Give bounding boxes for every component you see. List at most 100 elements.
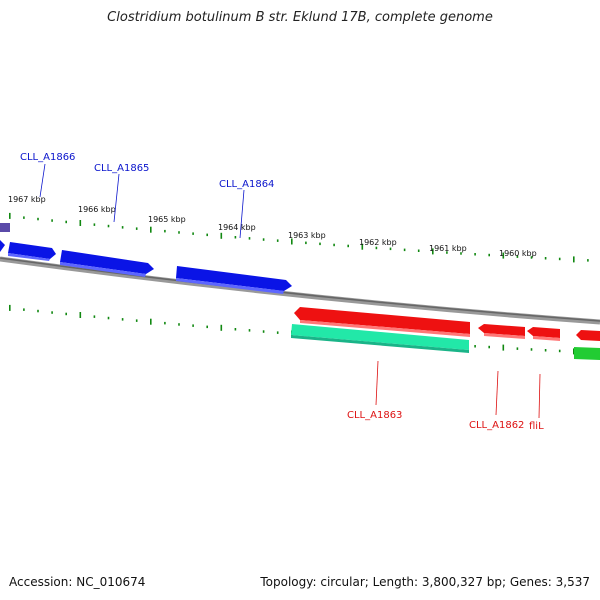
gene-label-cll-a1866: CLL_A1866 (20, 152, 75, 163)
scale-tick (558, 349, 561, 353)
gene-label-cll-a1863: CLL_A1863 (347, 410, 402, 421)
scale-tick (516, 255, 519, 258)
scale-tick (79, 312, 82, 318)
scale-tick (107, 316, 110, 320)
scale-tick (150, 226, 152, 233)
scale-tick (417, 249, 420, 252)
scale-tick (558, 257, 561, 261)
rrna-feature (291, 324, 469, 353)
kbp-label: 1964 kbp (218, 223, 256, 232)
scale-tick (530, 256, 533, 259)
kbp-label: 1967 kbp (8, 195, 46, 204)
scale-tick (150, 318, 152, 325)
scale-tick (23, 216, 25, 219)
scale-tick (389, 247, 392, 251)
scale-tick (460, 252, 462, 255)
scale-tick (291, 238, 293, 245)
scale-tick (446, 251, 448, 254)
outer-tick-ring (9, 212, 589, 263)
scale-tick (544, 349, 547, 352)
scale-tick (474, 253, 476, 256)
scale-tick (432, 248, 434, 255)
scale-tick (573, 256, 575, 263)
gene-arrow-offscreen (576, 330, 600, 341)
feature-arrow-edge (0, 240, 5, 252)
scale-tick (305, 241, 307, 245)
scale-tick (403, 248, 406, 252)
scale-tick (37, 309, 39, 313)
scale-tick (192, 324, 194, 327)
scale-tick (234, 236, 237, 239)
scale-tick (51, 311, 53, 314)
scale-tick (65, 312, 67, 316)
scale-tick (220, 232, 223, 239)
scale-tick (9, 304, 11, 311)
gene-arrow-cll-a1865 (60, 250, 154, 277)
scale-tick (23, 308, 25, 311)
gene-arrow-cll-a1862 (478, 324, 525, 339)
scale-tick (93, 315, 96, 318)
gene-arrow-flil (527, 327, 560, 341)
scale-tick (248, 329, 251, 332)
scale-tick (248, 237, 251, 240)
scale-tick (347, 244, 349, 248)
scale-tick (530, 348, 533, 351)
genome-backbone (0, 256, 600, 325)
accession-label: Accession: NC_010674 (9, 575, 146, 589)
kbp-label: 1960 kbp (499, 249, 537, 258)
map-title: Clostridium botulinum B str. Eklund 17B,… (107, 10, 493, 25)
gene-label-cll-a1864: CLL_A1864 (219, 179, 274, 190)
scale-tick (587, 259, 589, 262)
feature-arrow-edge (0, 223, 10, 232)
scale-tick (178, 231, 180, 234)
scale-tick (502, 344, 505, 351)
kbp-label: 1966 kbp (78, 205, 116, 214)
scale-tick (164, 321, 166, 325)
scale-tick (488, 253, 490, 257)
scale-tick (121, 318, 124, 321)
scale-tick (544, 257, 547, 260)
scale-tick (262, 330, 265, 333)
gene-arrow-cll-a1864 (176, 266, 292, 294)
kbp-label: 1965 kbp (148, 215, 186, 224)
scale-tick (573, 348, 575, 355)
scale-tick (178, 323, 180, 326)
scale-tick (79, 220, 82, 226)
scale-tick (262, 238, 265, 241)
scale-tick (107, 224, 110, 228)
kbp-label: 1961 kbp (429, 244, 467, 253)
gene-label-flil: fliL (529, 421, 544, 432)
scale-tick (37, 217, 39, 221)
scale-tick (276, 239, 279, 242)
scale-tick (135, 319, 138, 322)
genome-summary: Topology: circular; Length: 3,800,327 bp… (260, 575, 590, 589)
scale-tick (319, 242, 321, 246)
kbp-label: 1963 kbp (288, 231, 326, 240)
scale-tick (206, 233, 208, 237)
scale-tick (333, 243, 335, 247)
scale-tick (234, 328, 237, 331)
scale-tick (65, 220, 67, 224)
gene-label-cll-a1865: CLL_A1865 (94, 163, 149, 174)
scale-tick (93, 223, 96, 226)
scale-tick (9, 212, 11, 219)
kbp-label: 1962 kbp (359, 238, 397, 247)
scale-tick (192, 232, 194, 235)
gene-arrow-cll-a1866 (8, 242, 56, 261)
scale-tick (220, 324, 223, 331)
scale-tick (164, 229, 166, 233)
gene-label-cll-a1862: CLL_A1862 (469, 420, 524, 431)
scale-tick (488, 345, 490, 349)
scale-tick (135, 227, 138, 230)
scale-tick (51, 219, 53, 222)
scale-tick (516, 347, 519, 350)
scale-tick (276, 331, 279, 334)
scale-tick (121, 226, 124, 229)
green-feature (574, 347, 600, 360)
scale-tick (206, 325, 208, 329)
scale-tick (361, 243, 364, 250)
scale-tick (375, 246, 378, 250)
gene-arrow-cll-a1863 (294, 307, 470, 337)
scale-tick (474, 345, 476, 348)
